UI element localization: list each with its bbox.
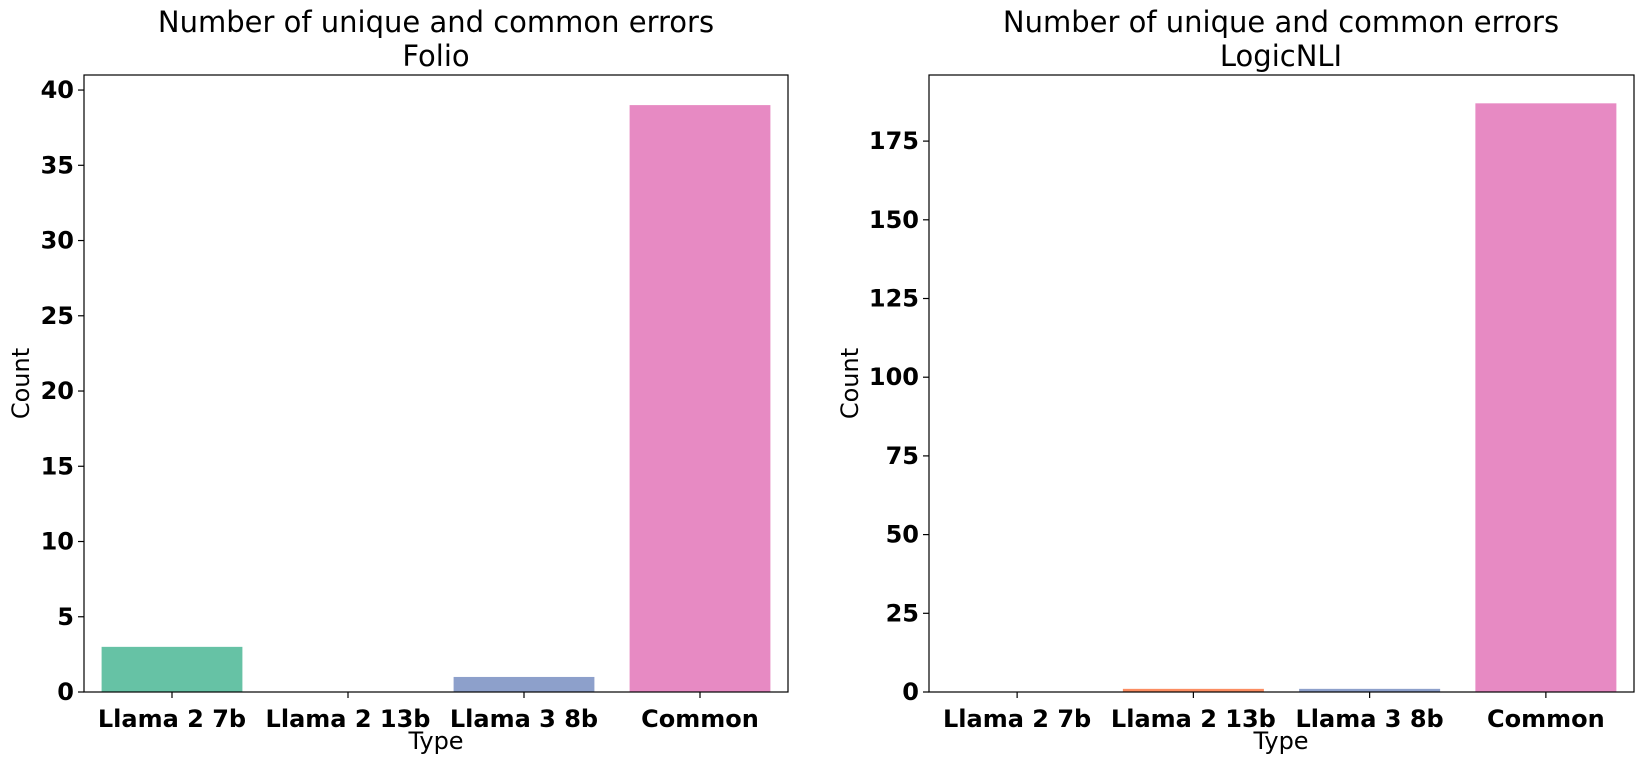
bar (1475, 103, 1617, 692)
x-tick-label: Common (641, 705, 759, 733)
chart-logicnli: Number of unique and common errors Logic… (836, 5, 1635, 755)
bars (1122, 103, 1617, 692)
bar (629, 105, 771, 693)
y-tick-label: 35 (41, 151, 74, 179)
chart-title: Number of unique and common errors (158, 5, 714, 39)
x-axis-label: Type (407, 727, 463, 755)
bar (1299, 688, 1441, 692)
y-tick-label: 0 (902, 678, 919, 706)
y-tick-label: 15 (41, 452, 74, 480)
plot-frame (83, 74, 789, 693)
y-tick-label: 40 (41, 76, 74, 104)
y-axis-label: Count (7, 348, 35, 419)
x-tick-label: Common (1487, 705, 1605, 733)
x-tick-label: Llama 2 13b (1111, 705, 1276, 733)
chart-folio: Number of unique and common errors Folio… (7, 5, 789, 755)
x-tick-label: Llama 2 7b (943, 705, 1091, 733)
chart-title: Number of unique and common errors (1003, 5, 1559, 39)
x-tick-label: Llama 2 7b (98, 705, 246, 733)
x-tick-label: Llama 2 13b (266, 705, 431, 733)
y-tick-label: 30 (41, 227, 74, 255)
x-axis-label: Type (1252, 727, 1308, 755)
y-tick-label: 25 (41, 302, 74, 330)
x-axis-ticks: Llama 2 7b Llama 2 13b Llama 3 8b Common (98, 692, 759, 733)
y-tick-label: 100 (869, 363, 919, 391)
chart-subtitle: LogicNLI (1220, 39, 1342, 73)
y-axis-ticks: 0 5 10 15 20 25 30 35 40 (41, 76, 84, 706)
chart-subtitle: Folio (402, 39, 469, 73)
x-tick-label: Llama 3 8b (1296, 705, 1444, 733)
bar (101, 646, 243, 692)
x-tick-label: Llama 3 8b (450, 705, 598, 733)
y-axis-ticks: 0 25 50 75 100 125 150 175 (869, 127, 929, 706)
bar (453, 676, 595, 692)
y-axis-label: Count (836, 348, 864, 419)
y-tick-label: 20 (41, 377, 74, 405)
y-tick-label: 75 (886, 442, 919, 470)
y-tick-label: 150 (869, 206, 919, 234)
y-tick-label: 5 (57, 603, 74, 631)
x-axis-ticks: Llama 2 7b Llama 2 13b Llama 3 8b Common (943, 692, 1605, 733)
bars (101, 105, 771, 693)
y-tick-label: 50 (886, 521, 919, 549)
plot-frame (928, 74, 1635, 693)
y-tick-label: 175 (869, 127, 919, 155)
y-tick-label: 25 (886, 599, 919, 627)
bar (1122, 688, 1264, 692)
y-tick-label: 0 (57, 678, 74, 706)
y-tick-label: 125 (869, 285, 919, 313)
y-tick-label: 10 (41, 528, 74, 556)
